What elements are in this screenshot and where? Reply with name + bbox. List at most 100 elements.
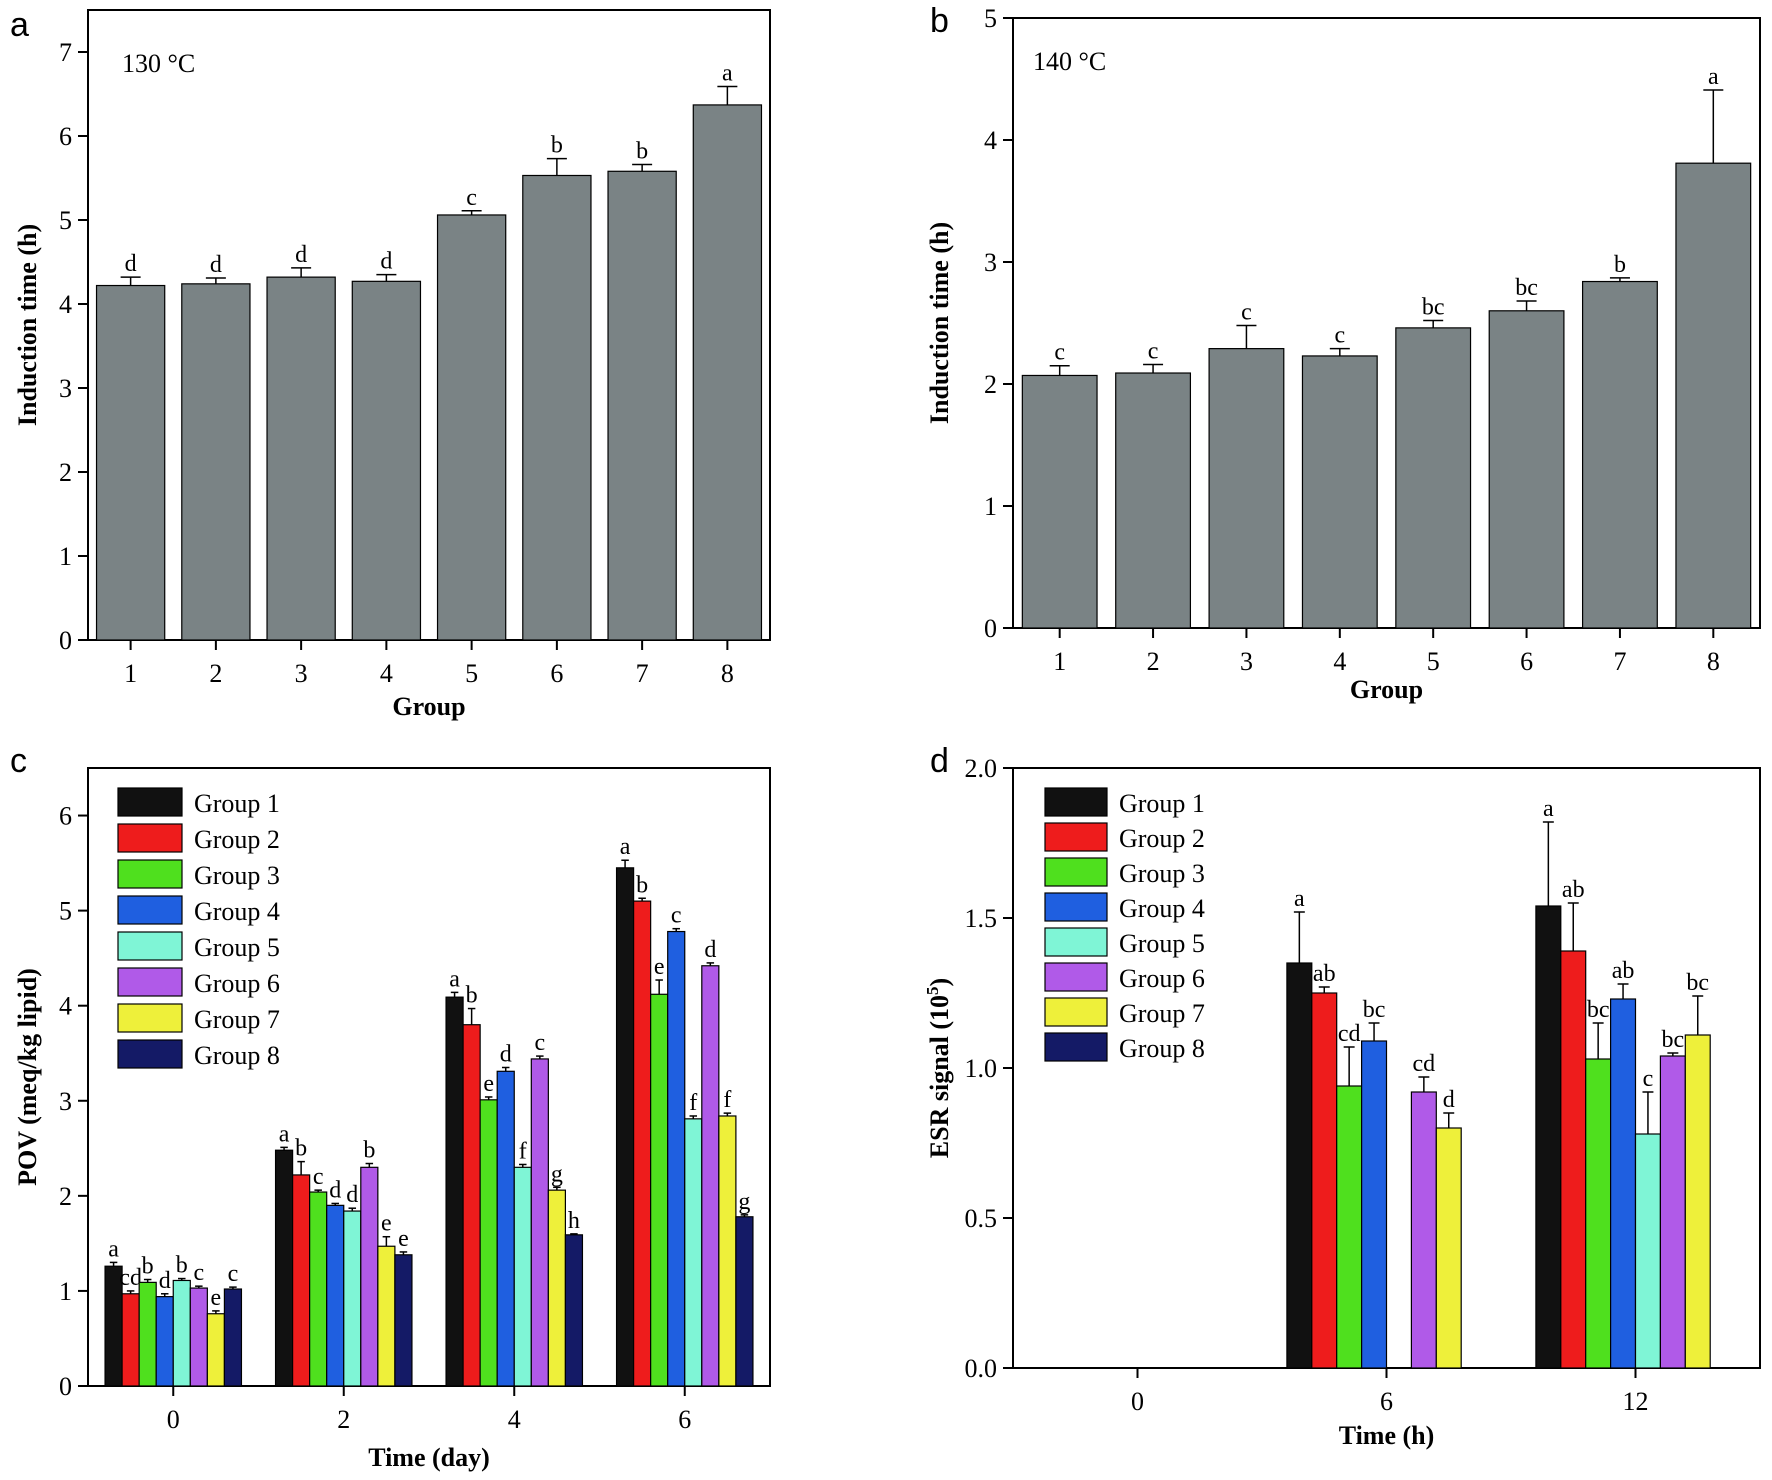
x-tick-label: 0 [1131,1387,1144,1416]
panel-letter: a [10,6,29,44]
x-tick-label: 4 [508,1405,521,1434]
x-tick-label: 3 [295,659,308,688]
significance-label: d [380,249,392,275]
significance-label: b [363,1138,375,1164]
legend-label: Group 3 [194,861,280,890]
bar [274,1149,294,1387]
significance-label: d [704,937,716,963]
y-tick-label: 0 [59,626,72,655]
significance-label: bc [1515,275,1538,301]
significance-label: b [295,1136,307,1162]
bar [1311,992,1338,1369]
bar [292,1174,311,1387]
bar [1675,162,1752,629]
legend-label: Group 7 [1119,999,1205,1028]
y-tick-label: 5 [59,206,72,235]
bar [667,930,686,1387]
legend-swatch [1044,927,1108,957]
significance-label: h [568,1208,580,1234]
bar [1208,348,1285,629]
legend-label: Group 5 [1119,929,1205,958]
bar [436,214,507,641]
significance-label: b [466,983,478,1009]
significance-label: d [329,1177,341,1203]
bar [1535,905,1562,1369]
y-tick-label: 4 [59,290,72,319]
bar [650,993,669,1387]
significance-label: d [500,1041,512,1067]
significance-label: e [483,1071,494,1097]
bar [138,1281,157,1387]
legend-swatch [1044,962,1108,992]
bar [1659,1055,1686,1369]
x-tick-label: 5 [465,659,478,688]
bar [309,1191,328,1387]
y-axis-title-main: Induction time (h) [13,224,42,426]
bar [496,1070,515,1387]
significance-label: c [1643,1066,1654,1092]
bar [607,170,677,641]
y-axis-title: ESR signal (105) [923,978,954,1158]
significance-label: b [636,139,648,165]
x-tick-label: 12 [1623,1387,1649,1416]
significance-label: d [346,1182,358,1208]
bar [266,276,336,641]
plot-frame [87,9,771,641]
y-tick-label: 7 [59,38,72,67]
y-axis-title-main: Induction time (h) [925,222,954,424]
legend-label: Group 2 [1119,824,1205,853]
bar [189,1287,208,1387]
significance-label: d [159,1268,171,1294]
significance-label: f [689,1090,697,1116]
bar [513,1166,532,1387]
bar [360,1166,379,1387]
x-tick-label: 6 [1380,1387,1393,1416]
bar [1581,280,1658,629]
bar [564,1234,584,1387]
legend-swatch [117,895,183,925]
legend-swatch [1044,857,1108,887]
legend-label: Group 4 [1119,894,1205,923]
legend-swatch [1044,1032,1108,1062]
bar [121,1293,140,1387]
bar [95,284,166,641]
panel-letter: c [10,742,27,780]
legend: Group 1 Group 2 Group 3 Group 4 Group 5 Group… [117,787,280,1070]
y-tick-label: 1 [59,542,72,571]
x-tick-label: 6 [550,659,563,688]
bar [718,1115,737,1387]
y-tick-label: 0.0 [965,1354,998,1383]
bar [1435,1127,1462,1369]
significance-label: a [1543,796,1554,822]
y-axis-title-superscript: 5 [923,986,942,995]
bar [351,280,422,641]
legend-swatch [117,1039,183,1069]
bar [326,1204,345,1387]
y-axis-title: Induction time (h) [925,222,954,424]
significance-label: cd [119,1265,142,1291]
y-tick-label: 2 [59,1182,72,1211]
significance-label: b [142,1254,154,1280]
y-tick-label: 1.5 [965,904,998,933]
condition-label: 140 °C [1033,47,1106,76]
significance-label: f [723,1087,731,1113]
x-tick-label: 6 [1520,647,1533,676]
bar [1609,998,1637,1369]
x-tick-label: 1 [1053,647,1066,676]
bar [530,1058,549,1387]
y-tick-label: 5 [984,4,997,33]
significance-label: ab [1562,877,1585,903]
legend-label: Group 1 [1119,789,1205,818]
legend-swatch [117,823,183,853]
significance-label: c [1334,323,1345,349]
x-tick-label: 0 [167,1405,180,1434]
chart-panel-b: b 0 1 2 3 4 5 1 c 2 c 3 c 4 c 5 bc 6 bc 7 b 8 a 140 °C Group Indu… [925,2,1761,704]
significance-label: bc [1662,1027,1685,1053]
bar [547,1189,566,1387]
plot-frame [1012,17,1761,629]
legend-swatch [1044,997,1108,1027]
bar [701,965,720,1387]
x-tick-label: 2 [1147,647,1160,676]
legend-swatch [117,859,183,889]
